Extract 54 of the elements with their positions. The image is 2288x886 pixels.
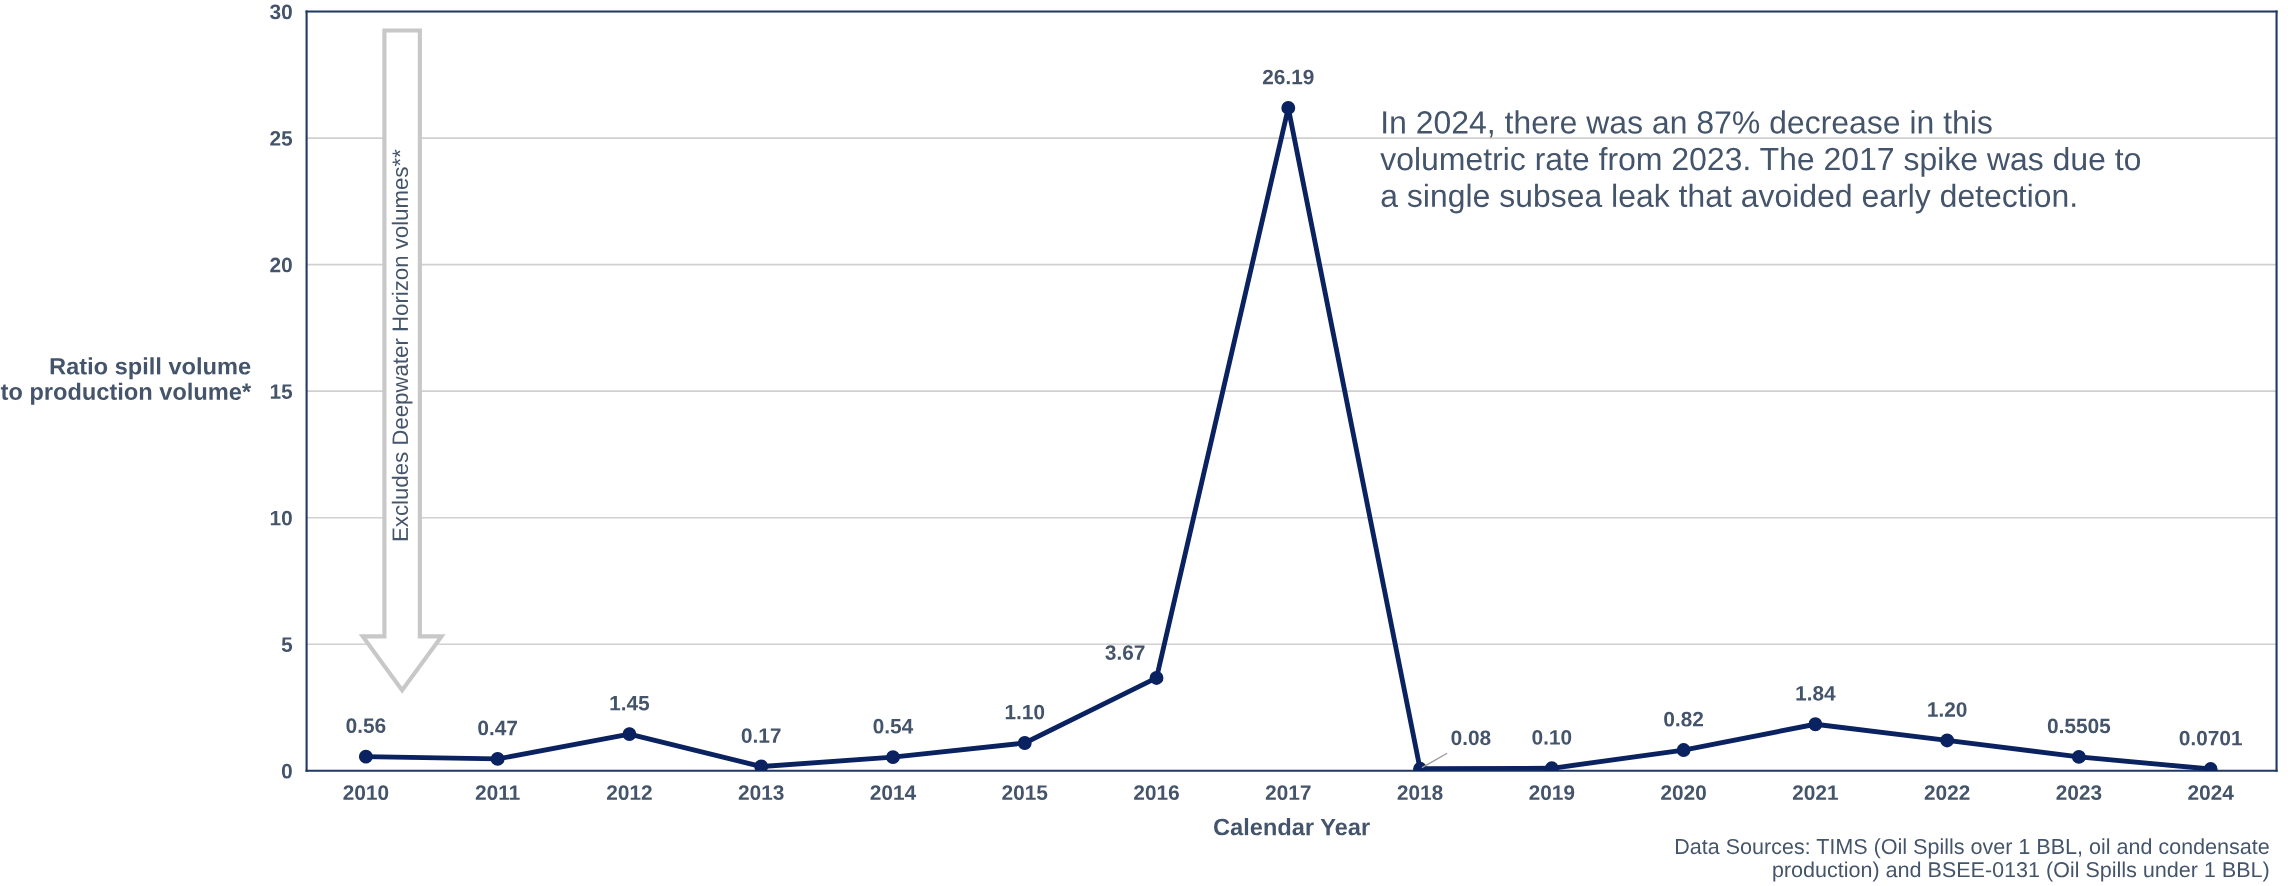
data-label: 0.56: [346, 718, 386, 734]
y-tick-label: 0: [281, 763, 292, 779]
x-tick-label: 2013: [738, 785, 784, 801]
x-tick-label: 2016: [1134, 785, 1179, 801]
point: [358, 749, 373, 764]
point: [1940, 733, 1955, 748]
data-label: 26.19: [1262, 69, 1314, 85]
data-label: 0.08: [1451, 730, 1491, 746]
point: [1017, 736, 1032, 750]
x-tick-label: 2017: [1265, 785, 1311, 801]
x-tick-label: 2021: [1792, 785, 1838, 801]
data-label: 0.10: [1532, 729, 1572, 745]
data-label: 1.10: [1005, 704, 1045, 720]
y-axis-title: Ratio spill volume to production volume*: [0, 357, 252, 405]
point: [1149, 670, 1164, 685]
point: [1676, 743, 1691, 758]
x-tick-label: 2010: [343, 785, 389, 801]
annotation: In 2024, there was an 87% decrease in this volumetric rate from 2023. The 2017 spike was due to a single subsea leak that avoided early detection.: [1380, 110, 2141, 214]
y-tick-label: 10: [270, 510, 292, 526]
x-tick-label: 2019: [1529, 785, 1575, 801]
x-tick-label: 2020: [1661, 785, 1706, 801]
point: [2071, 749, 2086, 764]
y-tick-label: 30: [270, 4, 292, 20]
data-label: 1.84: [1796, 685, 1836, 701]
y-tick-label: 25: [270, 131, 293, 146]
y-tick-label: 15: [270, 384, 293, 399]
data-label: 3.67: [1105, 645, 1145, 660]
x-tick-label: 2023: [2056, 785, 2102, 801]
data-label: 0.54: [873, 718, 914, 734]
x-tick-label: 2022: [1924, 785, 1970, 801]
text: Data Sources: TIMS (Oil Spills over 1 BBL, oil and condensate production) and BSEE-0131 (Oil Spills under 1 BBL): [1675, 838, 2269, 882]
y-tick-label: 5: [281, 637, 293, 653]
y-tick-label: 20: [270, 257, 292, 273]
x-tick-label: 2015: [1002, 785, 1048, 801]
point: [622, 727, 637, 742]
data-label: 0.17: [741, 728, 781, 743]
data-label: 0.5505: [2047, 718, 2111, 734]
x-tick-label: 2014: [870, 785, 917, 801]
point: [886, 750, 900, 765]
x-tick-label: 2012: [606, 785, 652, 801]
data-label: 1.20: [1928, 702, 1967, 717]
data-label: 0.47: [478, 720, 518, 736]
x-tick-label: 2011: [475, 785, 520, 801]
x-axis-title: Calendar Year: [1214, 818, 1370, 836]
data-label: 0.82: [1664, 711, 1704, 727]
annotation: Excludes Deepwater Horizon volumes**: [391, 149, 413, 541]
x-tick-label: 2018: [1397, 785, 1443, 801]
data-label: 1.45: [610, 696, 650, 711]
point: [490, 751, 505, 766]
data-label: 0.0701: [2179, 730, 2242, 746]
point: [754, 759, 769, 771]
x-tick-label: 2024: [2188, 785, 2234, 801]
point: [1808, 717, 1823, 732]
point: [1281, 101, 1296, 115]
